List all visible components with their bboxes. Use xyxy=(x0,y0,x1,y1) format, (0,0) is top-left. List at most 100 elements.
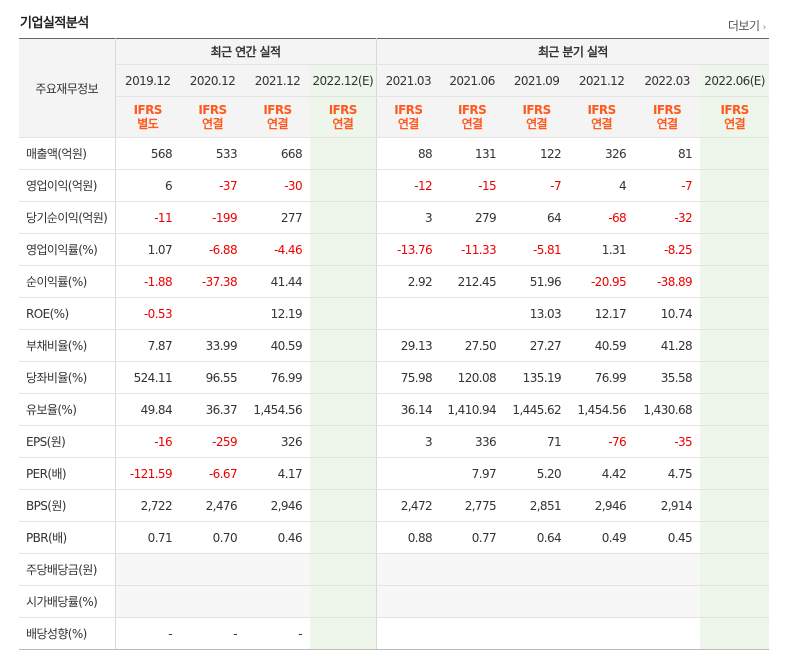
ifrs-basis: 연결 xyxy=(526,117,547,131)
table-cell xyxy=(569,585,635,618)
table-row: 부채비율(%) 7.87 33.99 40.59 29.13 27.50 27.27 40.5… xyxy=(19,329,770,362)
table-cell: 326 xyxy=(569,137,635,170)
table-cell xyxy=(310,489,377,522)
table-cell: -16 xyxy=(115,425,180,458)
annual-group-header: 최근 연간 실적 xyxy=(115,38,377,65)
table-cell: -11 xyxy=(115,201,180,234)
period-header: 2021.06 xyxy=(440,64,505,97)
table-cell xyxy=(310,457,377,490)
table-cell xyxy=(440,553,505,586)
table-cell xyxy=(310,297,377,330)
table-cell xyxy=(310,137,377,170)
table-cell xyxy=(700,553,770,586)
table-row: BPS(원) 2,722 2,476 2,946 2,472 2,775 2,851 2,94… xyxy=(19,489,770,522)
ifrs-header: IFRS 연결 xyxy=(700,96,770,138)
table-cell: 2,775 xyxy=(440,489,505,522)
table-cell: -76 xyxy=(569,425,635,458)
table-row: 영업이익(억원) 6 -37 -30 -12 -15 -7 4 -7 xyxy=(19,169,770,202)
table-cell: -0.53 xyxy=(115,297,180,330)
table-cell xyxy=(115,585,180,618)
table-cell xyxy=(634,553,701,586)
ifrs-standard: IFRS xyxy=(198,103,227,117)
ifrs-basis: 연결 xyxy=(461,117,483,131)
table-cell: 2.92 xyxy=(376,265,441,298)
row-label: ROE(%) xyxy=(19,297,116,330)
table-cell xyxy=(180,585,245,618)
ifrs-basis: 연결 xyxy=(397,117,419,131)
ifrs-standard: IFRS xyxy=(328,103,358,117)
table-cell: 7.87 xyxy=(115,329,180,362)
table-cell: 2,914 xyxy=(634,489,701,522)
table-cell xyxy=(634,617,701,650)
table-cell xyxy=(376,457,441,490)
period-header: 2022.06(E) xyxy=(700,64,770,97)
table-cell xyxy=(180,553,245,586)
row-label: 당좌비율(%) xyxy=(19,361,116,394)
table-cell: 12.19 xyxy=(245,297,310,330)
table-cell: -199 xyxy=(180,201,245,234)
table-cell: 1,430.68 xyxy=(634,393,701,426)
ifrs-basis: 연결 xyxy=(591,117,612,131)
table-cell xyxy=(504,585,570,618)
table-cell: -7 xyxy=(634,169,701,202)
table-cell xyxy=(700,585,770,618)
row-label: EPS(원) xyxy=(19,425,116,458)
table-cell xyxy=(700,169,770,202)
table-cell xyxy=(376,553,441,586)
table-cell: 1,410.94 xyxy=(440,393,505,426)
table-cell xyxy=(310,553,377,586)
table-cell xyxy=(310,361,377,394)
table-cell xyxy=(376,585,441,618)
table-cell: 1.07 xyxy=(115,233,180,266)
ifrs-standard: IFRS xyxy=(394,103,423,117)
table-row: 시가배당률(%) xyxy=(19,585,770,618)
table-cell: -20.95 xyxy=(569,265,635,298)
table-cell: 2,851 xyxy=(504,489,570,522)
row-label: PER(배) xyxy=(19,457,116,490)
more-link-label: 더보기 xyxy=(727,19,760,33)
table-cell: 0.88 xyxy=(376,521,441,554)
table-cell: 568 xyxy=(115,137,180,170)
table-cell: 212.45 xyxy=(440,265,505,298)
period-header: 2020.12 xyxy=(180,64,245,97)
table-cell xyxy=(700,201,770,234)
table-row: 당좌비율(%) 524.11 96.55 76.99 75.98 120.08 135.19… xyxy=(19,361,770,394)
ifrs-header: IFRS 연결 xyxy=(180,96,245,138)
table-cell: -38.89 xyxy=(634,265,701,298)
table-cell: 0.45 xyxy=(634,521,701,554)
table-cell: 3 xyxy=(376,201,441,234)
table-cell xyxy=(310,425,377,458)
table-cell: -1.88 xyxy=(115,265,180,298)
table-cell: 3 xyxy=(376,425,441,458)
table-cell: 35.58 xyxy=(634,361,701,394)
table-cell: 27.27 xyxy=(504,329,570,362)
table-cell: 40.59 xyxy=(245,329,310,362)
table-row: 당기순이익(억원) -11 -199 277 3 279 64 -68 -32 xyxy=(19,201,770,234)
row-label: 순이익률(%) xyxy=(19,265,116,298)
more-link[interactable]: 더보기 › xyxy=(727,17,767,34)
row-label: 영업이익(억원) xyxy=(19,169,116,202)
table-cell: 0.70 xyxy=(180,521,245,554)
table-cell xyxy=(700,297,770,330)
table-cell: 13.03 xyxy=(504,297,570,330)
row-label: 시가배당률(%) xyxy=(19,585,116,618)
row-label: 주당배당금(원) xyxy=(19,553,116,586)
table-cell xyxy=(245,585,310,618)
period-header: 2021.12 xyxy=(569,64,635,97)
ifrs-standard: IFRS xyxy=(652,103,682,117)
table-cell xyxy=(440,297,505,330)
table-cell: -15 xyxy=(440,169,505,202)
ifrs-standard: IFRS xyxy=(522,103,551,117)
table-cell xyxy=(700,425,770,458)
ifrs-header: IFRS 연결 xyxy=(310,96,377,138)
table-cell xyxy=(245,553,310,586)
table-cell xyxy=(700,137,770,170)
chevron-right-icon: › xyxy=(762,22,767,33)
table-cell: -37.38 xyxy=(180,265,245,298)
table-cell: -32 xyxy=(634,201,701,234)
table-cell: 135.19 xyxy=(504,361,570,394)
table-cell: 27.50 xyxy=(440,329,505,362)
table-cell: 40.59 xyxy=(569,329,635,362)
table-cell xyxy=(440,617,505,650)
